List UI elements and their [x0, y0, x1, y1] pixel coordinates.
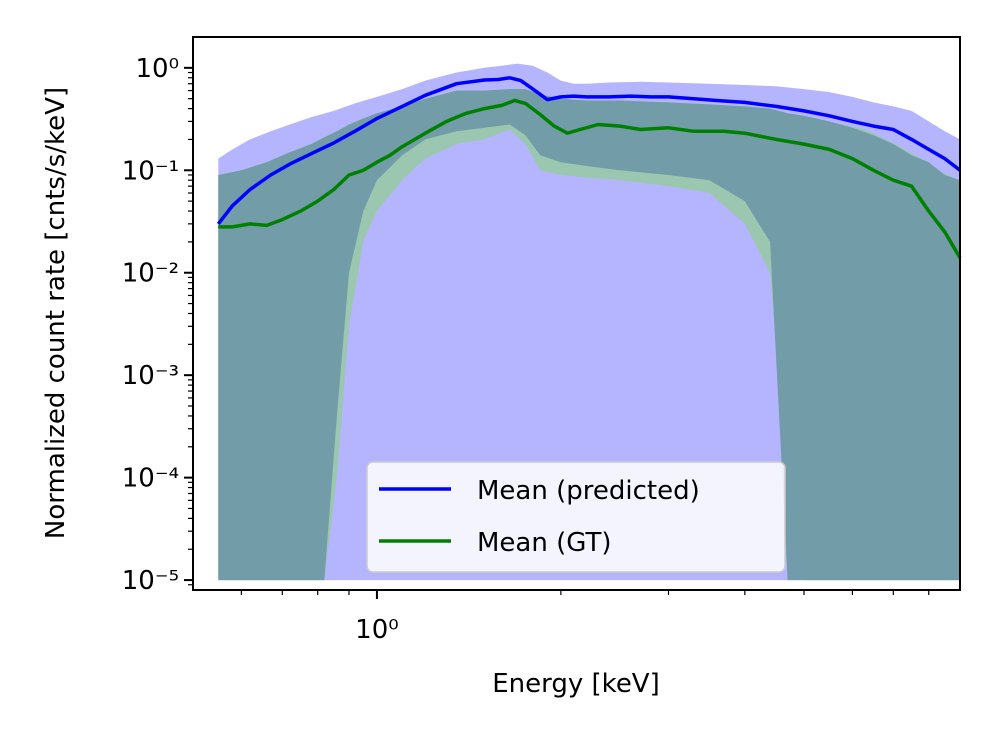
series-line-0	[216, 76, 962, 225]
y-tick-label: 10⁻⁴	[122, 464, 179, 494]
y-tick-label: 10⁻⁵	[122, 566, 179, 596]
band-2	[218, 89, 961, 581]
uncertainty-bands	[218, 63, 961, 581]
y-tick-label: 10⁻¹	[122, 156, 179, 186]
legend-box	[366, 461, 786, 573]
y-tick-label: 10⁰	[135, 54, 179, 84]
legend: Mean (predicted) Mean (GT)	[366, 461, 786, 573]
y-axis-label: Normalized count rate [cnts/s/keV]	[41, 87, 71, 539]
y-tick-label: 10⁻³	[122, 361, 179, 391]
legend-label-predicted: Mean (predicted)	[477, 476, 700, 506]
x-axis-label: Energy [keV]	[492, 669, 660, 699]
series-line-1	[218, 98, 962, 259]
x-tick-label: 10⁰	[355, 615, 399, 645]
y-tick-label: 10⁻²	[122, 259, 179, 289]
mean-lines	[216, 76, 962, 259]
plot-frame	[192, 36, 961, 591]
axis-ticks: 10⁰ 10⁻¹ 10⁻² 10⁻³ 10⁻⁴ 10⁻⁵ 10⁰	[122, 54, 930, 645]
legend-label-gt: Mean (GT)	[477, 528, 612, 558]
